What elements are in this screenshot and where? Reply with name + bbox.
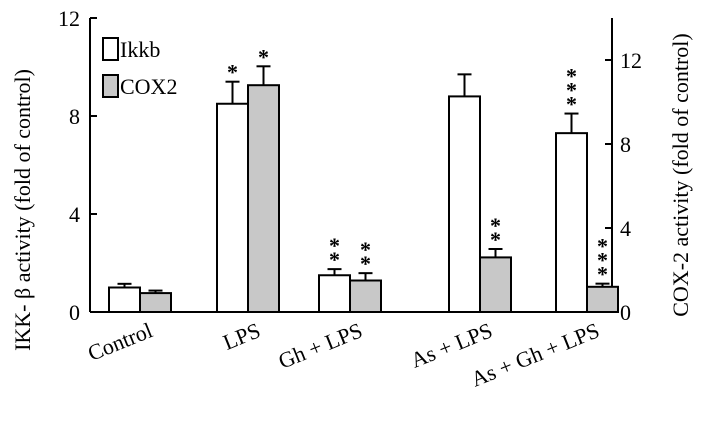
legend-swatch-cox2 <box>102 74 119 98</box>
significance-star: * <box>360 237 371 262</box>
right-tick-label: 4 <box>620 216 631 241</box>
significance-star: * <box>597 248 608 273</box>
cox2-bar <box>247 84 280 313</box>
ikkb-bar <box>216 102 249 313</box>
left-tick-label: 0 <box>69 300 80 325</box>
legend-label-cox2: COX2 <box>120 74 177 99</box>
legend: Ikkb COX2 <box>102 37 177 99</box>
significance-star: * <box>490 213 501 238</box>
legend-swatch-ikkb <box>102 37 119 61</box>
category-label: LPS <box>219 317 264 354</box>
significance-star: * <box>566 78 577 103</box>
cox2-bar <box>586 285 619 313</box>
left-tick-label: 4 <box>69 202 80 227</box>
cox2-bar <box>139 292 172 314</box>
significance-star: * <box>597 234 608 259</box>
left-axis-ticks: 0 4 8 12 <box>58 6 97 325</box>
plot-frame <box>89 18 613 313</box>
cox2-bar <box>479 256 512 313</box>
cox2-bar <box>349 279 382 313</box>
left-tick-label: 12 <box>58 6 80 31</box>
right-axis-ticks: 0 4 8 12 <box>605 48 642 325</box>
right-tick-label: 8 <box>620 132 631 157</box>
category-label: Control <box>84 317 156 365</box>
significance-star: * <box>258 44 269 69</box>
significance-star: * <box>227 60 238 85</box>
significance-star: * <box>566 92 577 117</box>
ikkb-bar <box>318 274 351 313</box>
bars-layer: ********* ***** <box>108 44 619 314</box>
right-tick-label: 12 <box>620 48 642 73</box>
left-axis-label: IKK- β activity (fold of control) <box>10 69 35 351</box>
right-tick-label: 0 <box>620 300 631 325</box>
significance-star: * <box>360 251 371 276</box>
ikkb-bar <box>555 132 588 313</box>
legend-label-ikkb: Ikkb <box>120 37 160 62</box>
ikkb-bar <box>448 95 481 314</box>
left-tick-label: 8 <box>69 104 80 129</box>
right-axis-label: COX-2 activity (fold of control) <box>668 33 693 317</box>
ikkb-bar <box>108 286 141 313</box>
significance-star: * <box>597 262 608 287</box>
category-label: Gh + LPS <box>275 317 366 373</box>
significance-star: * <box>566 64 577 89</box>
significance-star: * <box>329 233 340 258</box>
significance-star: * <box>329 247 340 272</box>
significance-star: * <box>490 227 501 252</box>
